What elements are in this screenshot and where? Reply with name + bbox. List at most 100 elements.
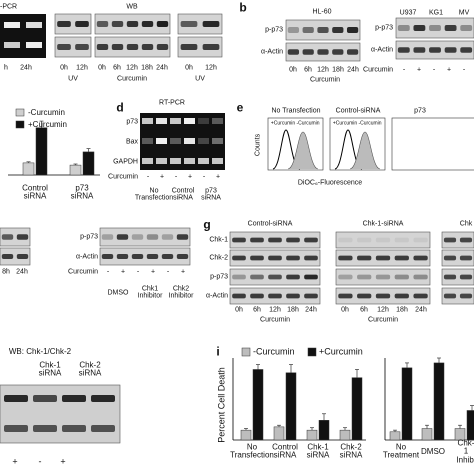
label: Control-siRNA <box>247 220 293 228</box>
blot <box>441 287 474 305</box>
blot-band <box>126 44 139 50</box>
label: 18h <box>141 64 153 72</box>
blot <box>441 231 474 249</box>
label: - <box>174 173 178 181</box>
blot-band <box>459 255 473 261</box>
blot-band <box>176 234 189 240</box>
bar <box>421 428 433 441</box>
bar <box>306 429 318 441</box>
bar <box>389 431 401 441</box>
label: 0h <box>185 64 193 72</box>
blot-band <box>96 44 109 50</box>
label: Chk <box>459 220 473 228</box>
blot-band <box>413 25 426 31</box>
label: + <box>60 456 66 467</box>
label: + <box>180 268 186 276</box>
label: Curcumin <box>368 316 398 324</box>
bar <box>82 151 95 176</box>
blot-band <box>338 274 353 280</box>
bar <box>252 369 264 441</box>
label: 24h <box>20 64 32 72</box>
blot-band <box>317 49 329 55</box>
blot <box>54 13 92 35</box>
blot-band <box>116 234 129 240</box>
label: Chk-2 siRNA <box>78 360 102 378</box>
label: Curcumin <box>68 268 98 276</box>
blot <box>177 13 223 35</box>
label: p73 siRNA <box>201 187 221 202</box>
blot-band <box>184 118 195 124</box>
blot-band <box>304 293 318 299</box>
blot-band <box>357 255 372 261</box>
label: +Curcumin <box>332 120 358 127</box>
blot-band <box>302 49 314 55</box>
blot-band <box>443 255 457 261</box>
blot-band <box>33 425 57 432</box>
label: 6h <box>113 64 121 72</box>
label: No Transfection <box>271 107 321 115</box>
bar <box>318 420 330 441</box>
blot-band <box>161 253 174 260</box>
label: Curcumin <box>363 66 393 74</box>
axis-label: Counts <box>254 133 262 157</box>
x-tick-label: Control siRNA <box>22 183 48 201</box>
blot-band <box>176 253 189 260</box>
label: 0h <box>60 64 68 72</box>
blot <box>54 36 92 58</box>
blot-band <box>142 158 153 164</box>
blot-band <box>212 158 223 164</box>
legend-label: +Curcumin <box>319 346 363 357</box>
blot <box>140 113 225 170</box>
blot-band <box>357 293 372 299</box>
bar <box>285 372 297 441</box>
blot-band <box>286 274 300 280</box>
label: + <box>187 173 193 181</box>
x-tick-label: p73 siRNA <box>70 183 94 201</box>
label: Chk2 Inhibitor <box>168 285 194 300</box>
blot-band <box>394 237 409 243</box>
blot-band <box>286 237 300 243</box>
blot-band <box>413 255 428 261</box>
label: Curcumin <box>260 316 290 324</box>
label: α-Actin <box>76 253 98 261</box>
blot-band <box>146 253 159 260</box>
label: - <box>166 268 170 276</box>
label: Curcumin <box>108 173 138 181</box>
legend-swatch <box>241 347 251 357</box>
label: 8h <box>2 268 10 276</box>
label: 0h <box>235 306 243 314</box>
label: - <box>462 66 466 74</box>
blot-band <box>141 44 154 50</box>
blot-band <box>304 274 318 280</box>
blot-band <box>26 42 42 48</box>
blot-band <box>184 158 195 164</box>
label: 18h <box>287 306 299 314</box>
panel-label: e <box>236 100 244 115</box>
blot-band <box>375 237 391 243</box>
blot-band <box>250 255 264 261</box>
blot-band <box>338 293 353 299</box>
blot-band <box>57 44 71 50</box>
blot-band <box>202 44 220 50</box>
panel-label: d <box>116 100 124 115</box>
label: 0h <box>289 66 297 74</box>
label: + <box>12 456 18 467</box>
blot-band <box>460 25 473 31</box>
blot-band <box>287 49 300 55</box>
label: p73 <box>414 107 426 115</box>
label: p73 <box>126 118 138 126</box>
label: - <box>38 456 42 467</box>
blot-band <box>116 253 129 260</box>
label: - <box>402 66 406 74</box>
blot-band <box>212 118 223 124</box>
blot <box>0 14 46 58</box>
label: 6h <box>253 306 261 314</box>
label: p-p73 <box>375 24 393 32</box>
blot <box>99 247 191 266</box>
label: 12h <box>126 64 138 72</box>
x-tick-label: No Transfection <box>230 442 274 460</box>
label: -Curcumin <box>358 120 382 127</box>
x-tick-label: Chk-1 siRNA <box>306 442 330 460</box>
label: GAPDH <box>113 158 138 166</box>
